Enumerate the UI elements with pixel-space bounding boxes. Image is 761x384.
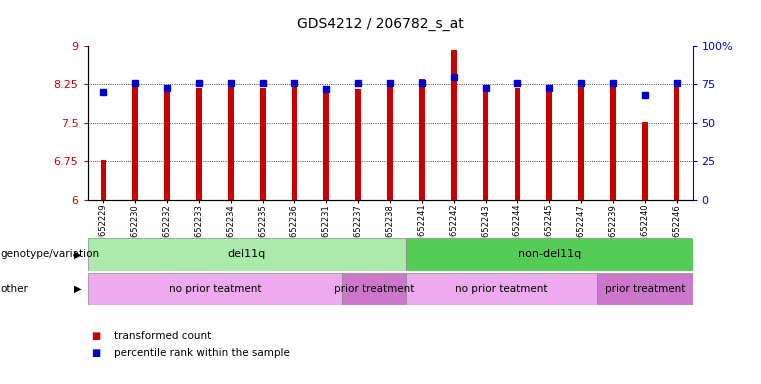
Bar	[406, 273, 597, 305]
Bar	[642, 122, 648, 200]
Bar	[100, 160, 107, 200]
Bar	[291, 87, 298, 200]
Text: del11q: del11q	[228, 249, 266, 260]
Text: prior treatment: prior treatment	[334, 284, 414, 294]
Text: prior treatment: prior treatment	[604, 284, 685, 294]
Bar	[260, 88, 266, 200]
Text: other: other	[1, 284, 29, 294]
Text: ▶: ▶	[74, 284, 81, 294]
Text: ■: ■	[91, 331, 100, 341]
Text: percentile rank within the sample: percentile rank within the sample	[114, 348, 290, 358]
Text: non-del11q: non-del11q	[517, 249, 581, 260]
Text: GDS4212 / 206782_s_at: GDS4212 / 206782_s_at	[297, 17, 464, 31]
Text: genotype/variation: genotype/variation	[1, 249, 100, 260]
Bar	[578, 82, 584, 200]
Bar	[514, 88, 521, 200]
Bar	[451, 50, 457, 200]
Bar	[610, 82, 616, 200]
Bar	[355, 89, 361, 200]
Bar	[228, 84, 234, 200]
Text: no prior teatment: no prior teatment	[455, 284, 548, 294]
Text: no prior teatment: no prior teatment	[169, 284, 261, 294]
Bar	[196, 88, 202, 200]
Bar	[546, 89, 552, 200]
Text: transformed count: transformed count	[114, 331, 212, 341]
Text: ▶: ▶	[74, 249, 81, 260]
Text: ■: ■	[91, 348, 100, 358]
Bar	[132, 81, 139, 200]
Bar	[164, 89, 170, 200]
Bar	[673, 82, 680, 200]
Bar	[406, 238, 693, 271]
Bar	[387, 82, 393, 200]
Bar	[482, 89, 489, 200]
Bar	[342, 273, 406, 305]
Bar	[323, 89, 330, 200]
Bar	[597, 273, 693, 305]
Bar	[419, 79, 425, 200]
Bar	[88, 238, 406, 271]
Bar	[88, 273, 342, 305]
